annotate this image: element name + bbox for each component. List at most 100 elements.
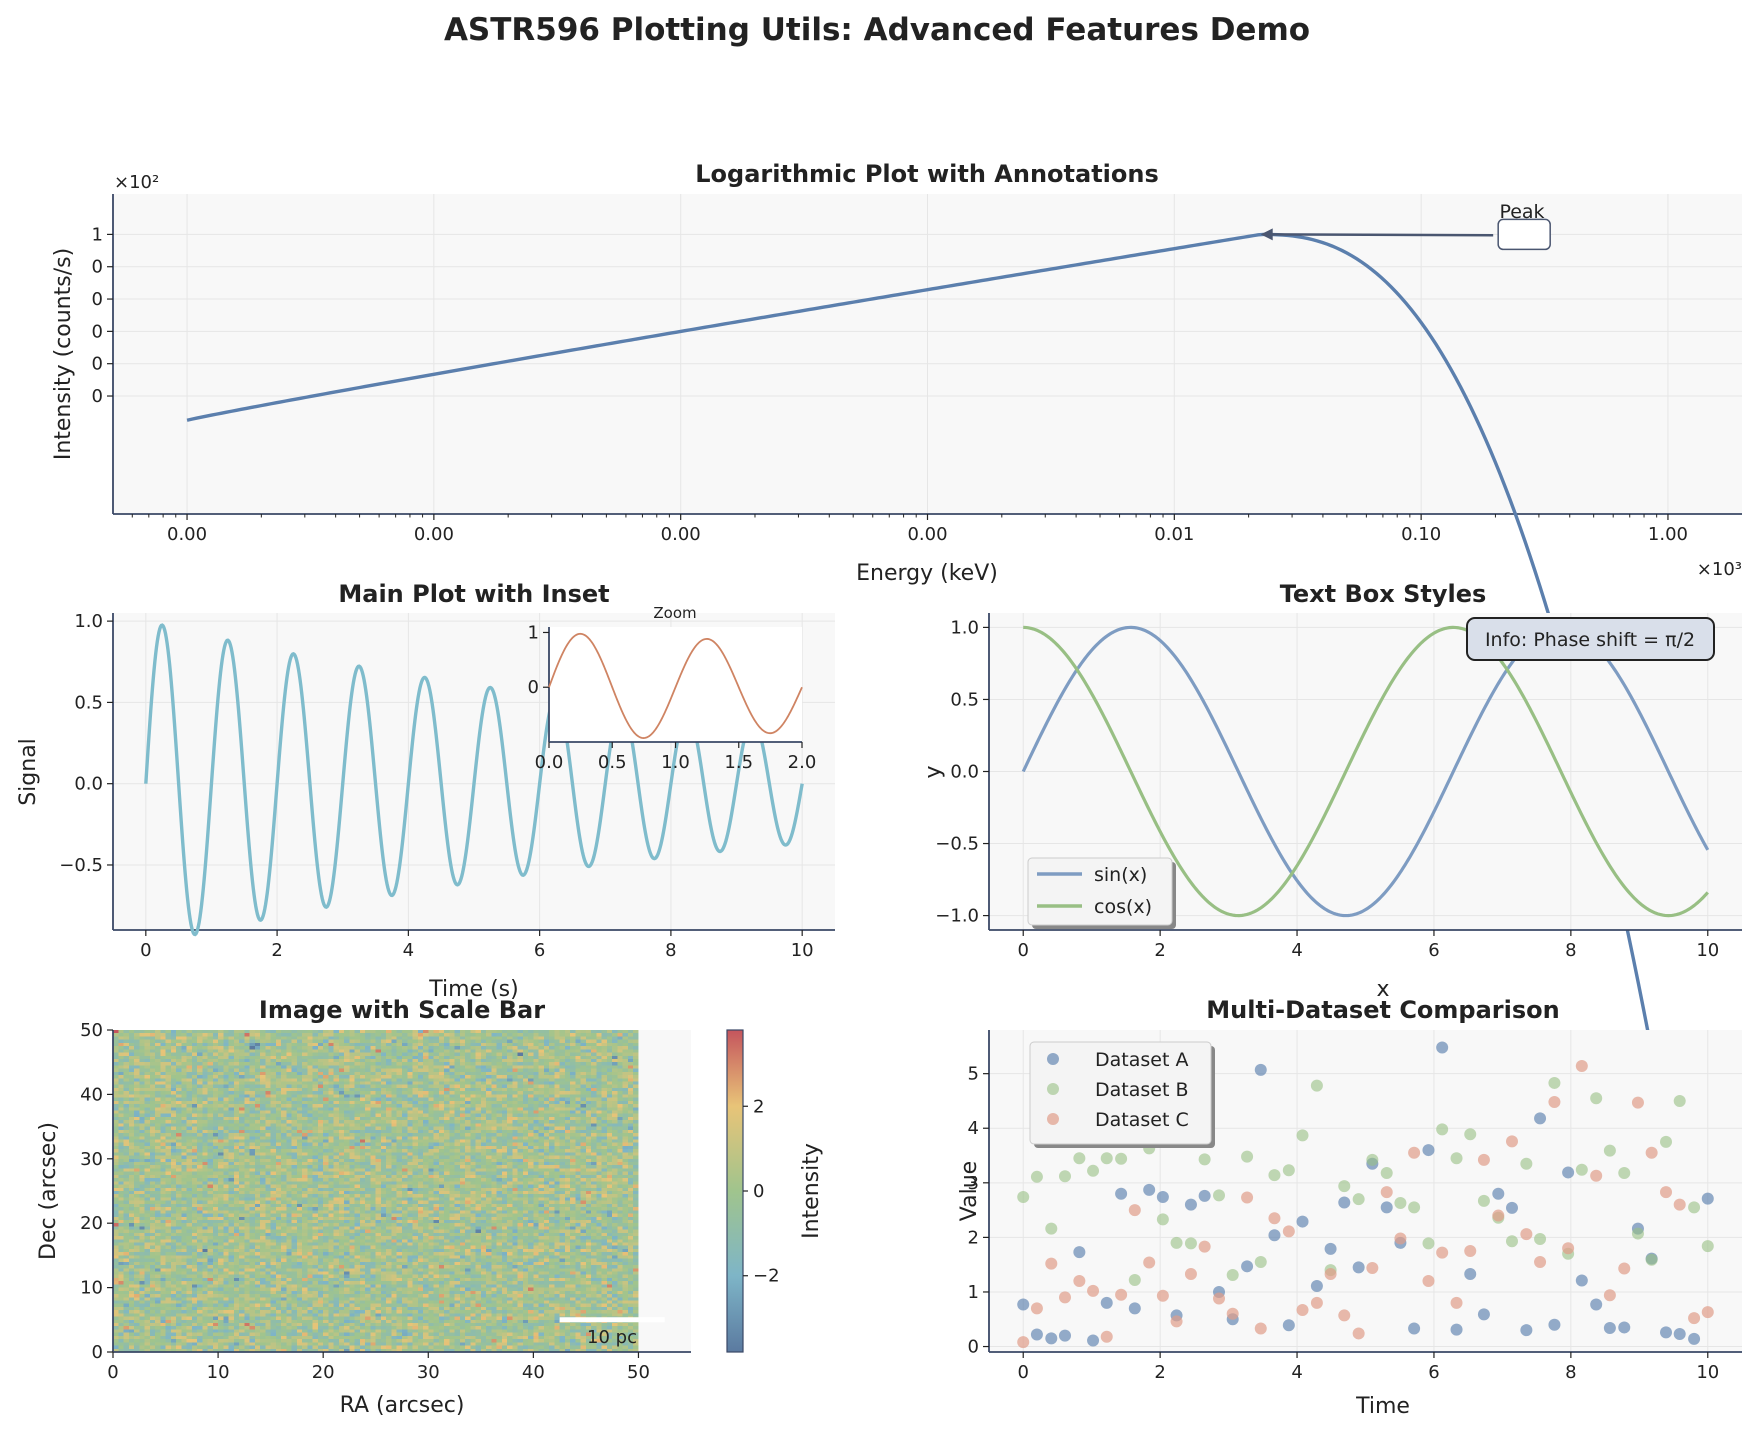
dataset-b-point: [1590, 1092, 1603, 1105]
image-plot-content: 0 10 20 30 40 50 0 10 20 30 40 50 −2 0 2: [80, 1020, 779, 1383]
dataset-c-point: [1450, 1296, 1463, 1309]
dataset-a-point: [1045, 1332, 1058, 1345]
inset-plot-xtick-label: 4: [403, 940, 414, 961]
log-plot-y-offset: ×10²: [114, 172, 159, 193]
dataset-c-point: [1422, 1275, 1435, 1288]
dataset-b-point: [1310, 1079, 1323, 1092]
dataset-b-point: [1603, 1144, 1616, 1157]
dataset-a-point: [1128, 1302, 1141, 1315]
colorbar-tick-label: 0: [753, 1181, 764, 1202]
dataset-c-point: [1226, 1307, 1239, 1320]
peak-annotation-label: Peak: [1499, 201, 1544, 223]
dataset-a-point: [1087, 1334, 1100, 1347]
image-plot-ytick-label: 10: [80, 1278, 103, 1299]
dataset-a-point: [1505, 1201, 1518, 1214]
textbox-plot-xtick-label: 2: [1154, 940, 1165, 961]
textbox-plot-xtick-label: 0: [1018, 940, 1029, 961]
dataset-b-point: [1254, 1255, 1267, 1268]
inset-plot-xtick-label: 2: [271, 940, 282, 961]
dataset-b-point: [1073, 1152, 1086, 1165]
dataset-b-point: [1394, 1197, 1407, 1210]
zoom-inset-xtick-label: 0.5: [598, 752, 627, 773]
image-plot-ytick-label: 20: [80, 1213, 103, 1234]
dataset-b-point: [1505, 1235, 1518, 1248]
dataset-a-point: [1310, 1279, 1323, 1292]
dataset-c-point: [1268, 1212, 1281, 1225]
scatter-plot-xtick-label: 2: [1154, 1362, 1165, 1383]
scatter-plot-xtick-label: 8: [1565, 1362, 1576, 1383]
dataset-b-point: [1338, 1180, 1351, 1193]
dataset-c-point: [1324, 1267, 1337, 1280]
legend-label-sin: sin(x): [1094, 864, 1147, 886]
dataset-c-point: [1618, 1262, 1631, 1275]
dataset-b-point: [1366, 1153, 1379, 1166]
dataset-c-point: [1296, 1303, 1309, 1316]
inset-plot-ytick-label: 0.0: [74, 774, 103, 795]
dataset-c-point: [1143, 1256, 1156, 1269]
dataset-c-point: [1184, 1267, 1197, 1280]
image-plot-title: Image with Scale Bar: [259, 996, 545, 1024]
legend-label-cos: cos(x): [1094, 896, 1152, 918]
inset-plot-ylabel: Signal: [16, 738, 41, 806]
dataset-a-point: [1701, 1192, 1714, 1205]
dataset-c-point: [1030, 1302, 1043, 1315]
scatter-legend-box: [1029, 1041, 1212, 1145]
dataset-a-point: [1520, 1324, 1533, 1337]
scatter-plot-ytick-label: 1: [968, 1282, 979, 1303]
dataset-c-point: [1464, 1245, 1477, 1258]
dataset-a-point: [1058, 1329, 1071, 1342]
dataset-c-point: [1282, 1225, 1295, 1238]
zoom-inset-ytick-label: 0: [528, 677, 539, 698]
scatter-plot-ylabel: Value: [957, 1161, 982, 1221]
dataset-b-point: [1464, 1128, 1477, 1141]
dataset-b-point: [1198, 1153, 1211, 1166]
zoom-inset-xtick-label: 0.0: [535, 752, 564, 773]
dataset-c-point: [1603, 1289, 1616, 1302]
dataset-c-point: [1241, 1191, 1254, 1204]
scatter-plot-xtick-label: 0: [1018, 1362, 1029, 1383]
zoom-inset-curve: [548, 632, 803, 739]
image-plot-panel: 0 10 20 30 40 50 0 10 20 30 40 50 −2 0 2 Image with Sc…: [36, 996, 824, 1418]
dataset-b-point: [1534, 1233, 1547, 1246]
scatter-legend-marker-c: [1047, 1113, 1059, 1125]
dataset-b-point: [1156, 1213, 1169, 1226]
textbox-plot-xtick-label: 8: [1565, 940, 1576, 961]
dataset-c-point: [1520, 1228, 1533, 1241]
textbox-plot-ytick-label: 0.5: [950, 689, 979, 710]
log-plot-ytick-label: 0: [92, 321, 103, 342]
textbox-plot-title: Text Box Styles: [1280, 580, 1487, 608]
dataset-b-point: [1701, 1240, 1714, 1253]
dataset-c-point: [1477, 1153, 1490, 1166]
dataset-b-point: [1045, 1222, 1058, 1235]
log-plot-xtick-label: 0.00: [661, 524, 701, 545]
colorbar-tick-label: −2: [753, 1266, 780, 1287]
dataset-c-point: [1338, 1309, 1351, 1322]
dataset-b-point: [1408, 1201, 1421, 1214]
inset-plot-xtick-label: 6: [534, 940, 545, 961]
scatter-plot-xlabel: Time: [1355, 1394, 1410, 1419]
textbox-plot-ytick-label: 0.0: [950, 762, 979, 783]
scatter-legend-marker-a: [1047, 1053, 1059, 1065]
dataset-c-point: [1673, 1198, 1686, 1211]
textbox-plot-panel: 0 2 4 6 8 10 −1.0 −0.5 0.0 0.5 1.0 Text Box Styles…: [921, 580, 1742, 1002]
dataset-b-point: [1422, 1237, 1435, 1250]
dataset-a-point: [1660, 1326, 1673, 1339]
dataset-c-point: [1058, 1291, 1071, 1304]
dataset-b-point: [1575, 1163, 1588, 1176]
image-plot-ytick-label: 40: [80, 1084, 103, 1105]
log-plot-ytick-label: 0: [92, 386, 103, 407]
dataset-b-point: [1660, 1135, 1673, 1148]
image-plot-xlabel: RA (arcsec): [340, 1393, 465, 1418]
scatter-plot-ytick-label: 4: [968, 1118, 979, 1139]
dataset-a-point: [1380, 1201, 1393, 1214]
scatter-legend-label-b: Dataset B: [1095, 1079, 1188, 1101]
dataset-c-point: [1590, 1169, 1603, 1182]
log-plot-xtick-label: 0.01: [1154, 524, 1194, 545]
dataset-a-point: [1184, 1198, 1197, 1211]
dataset-a-point: [1534, 1112, 1547, 1125]
dataset-a-point: [1477, 1308, 1490, 1321]
log-plot-x-offset: ×10³: [1697, 559, 1742, 580]
dataset-b-point: [1450, 1152, 1463, 1165]
